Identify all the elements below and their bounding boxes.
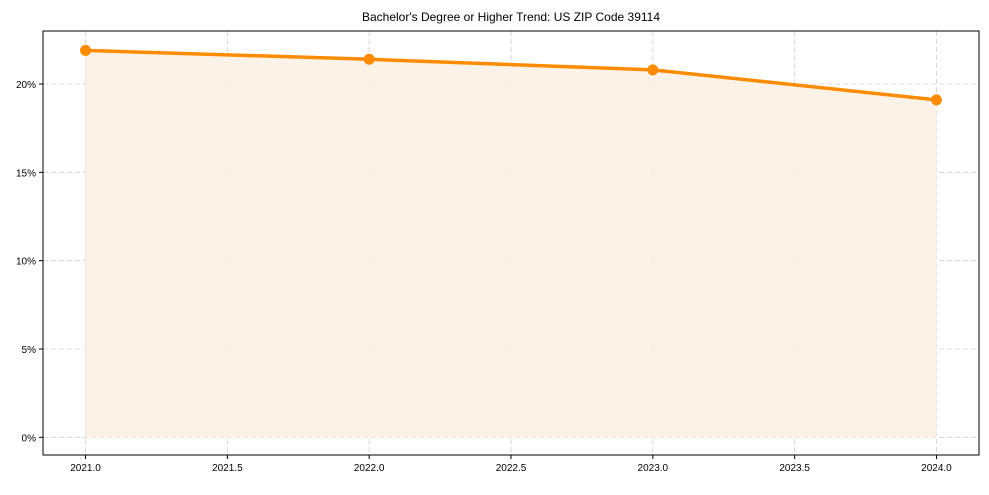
x-tick-label: 2022.0 [354,463,385,474]
series-line [85,48,937,102]
chart-title: Bachelor's Degree or Higher Trend: US ZI… [362,10,660,24]
y-tick-label: 10% [16,257,36,268]
x-tick-label: 2024.0 [921,463,952,474]
x-tick-label: 2023.0 [638,463,669,474]
y-tick-label: 5% [22,345,37,356]
x-tick-label: 2023.5 [779,463,810,474]
area-fill-path [85,50,937,438]
y-tick-label: 15% [16,168,36,179]
y-tick-label: 20% [16,80,36,91]
y-tick-label: 0% [22,433,37,444]
data-point [80,44,92,56]
data-point [647,64,659,76]
area-fill [85,50,937,438]
x-axis: 2021.0 2021.5 2022.0 2022.5 2023.0 2023.5 2024… [70,455,952,474]
series-line-path [85,48,937,102]
y-axis: 0% 5% 10% 15% 20% [16,80,43,444]
data-points [80,44,942,106]
data-point [363,53,375,65]
x-tick-label: 2022.5 [496,463,527,474]
data-point [930,94,942,106]
x-tick-label: 2021.5 [212,463,243,474]
x-tick-label: 2021.0 [70,463,101,474]
